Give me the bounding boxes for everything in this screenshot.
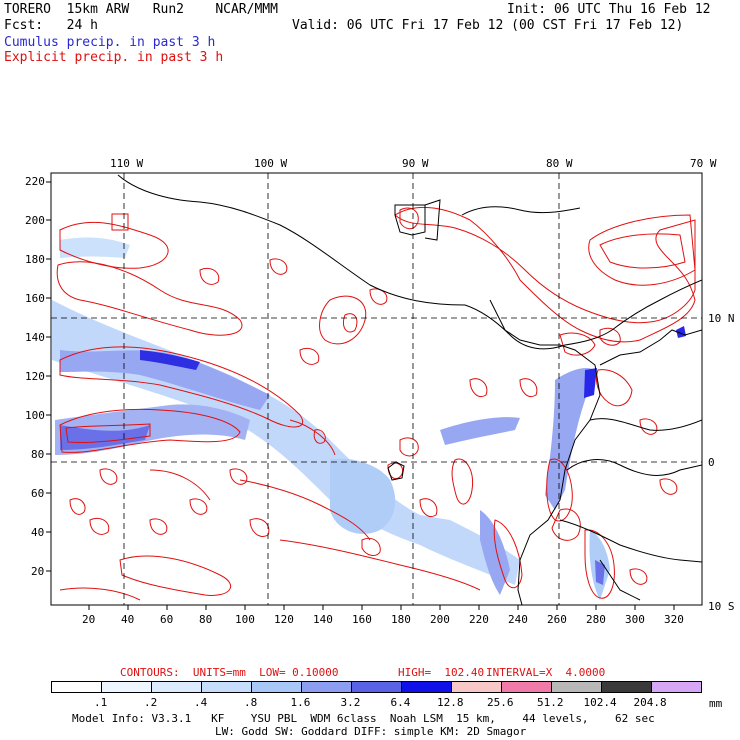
map-frame bbox=[50, 172, 703, 606]
legend-swatch bbox=[151, 681, 202, 693]
lat-label-10s: 10 S bbox=[708, 600, 735, 613]
lon-label-90w: 90 W bbox=[402, 157, 429, 170]
legend-swatch bbox=[551, 681, 602, 693]
x-tick-label: 180 bbox=[391, 613, 411, 626]
y-tick-label: 40 bbox=[31, 526, 45, 539]
legend-label: .4 bbox=[194, 696, 208, 709]
legend-label: 1.6 bbox=[290, 696, 311, 709]
tick-marks bbox=[46, 181, 675, 610]
legend-label: .8 bbox=[244, 696, 258, 709]
title-line-1: TORERO 15km ARW Run2 NCAR/MMM bbox=[4, 2, 278, 17]
legend-label: 12.8 bbox=[437, 696, 464, 709]
y-tick-label: 20 bbox=[31, 565, 45, 578]
x-tick-label: 220 bbox=[469, 613, 489, 626]
explicit-label: Explicit precip. in past 3 h bbox=[4, 50, 224, 65]
y-tick-label: 100 bbox=[25, 409, 45, 422]
y-tick-label: 180 bbox=[25, 253, 45, 266]
lon-label-70w: 70 W bbox=[690, 157, 717, 170]
y-tick-label: 60 bbox=[31, 487, 45, 500]
x-tick-label: 60 bbox=[160, 613, 174, 626]
cumulus-precip-shading bbox=[52, 237, 686, 600]
y-tick-label: 220 bbox=[25, 175, 45, 188]
legend-swatch bbox=[301, 681, 352, 693]
lat-label-10n: 10 N bbox=[708, 312, 735, 325]
legend-swatch bbox=[251, 681, 302, 693]
x-tick-label: 20 bbox=[82, 613, 96, 626]
legend-label: 204.8 bbox=[633, 696, 667, 709]
legend-label: 6.4 bbox=[390, 696, 411, 709]
legend-swatch bbox=[351, 681, 402, 693]
contour-info: CONTOURS: UNITS=mm LOW= 0.10000 bbox=[120, 666, 339, 679]
cumulus-label: Cumulus precip. in past 3 h bbox=[4, 35, 216, 50]
y-tick-label: 160 bbox=[25, 292, 45, 305]
contour-high: HIGH= 102.40 bbox=[398, 666, 485, 679]
legend-swatch bbox=[601, 681, 652, 693]
contour-interval: INTERVAL=X 4.0000 bbox=[486, 666, 606, 679]
lon-label-80w: 80 W bbox=[546, 157, 573, 170]
lat-lon-grid bbox=[51, 173, 702, 605]
x-tick-label: 100 bbox=[235, 613, 255, 626]
legend-swatch bbox=[101, 681, 152, 693]
x-tick-label: 140 bbox=[313, 613, 333, 626]
x-tick-label: 120 bbox=[274, 613, 294, 626]
footer-physics: LW: Godd SW: Goddard DIFF: simple KM: 2D… bbox=[215, 725, 527, 738]
x-tick-label: 240 bbox=[508, 613, 528, 626]
legend-label: 102.4 bbox=[583, 696, 617, 709]
lon-label-110w: 110 W bbox=[110, 157, 144, 170]
legend-label: .2 bbox=[144, 696, 158, 709]
x-tick-label: 200 bbox=[430, 613, 450, 626]
x-tick-label: 300 bbox=[625, 613, 645, 626]
legend-swatch bbox=[51, 681, 102, 693]
forecast-hour: Fcst: 24 h bbox=[4, 18, 98, 33]
legend-swatch bbox=[401, 681, 452, 693]
legend-swatch bbox=[201, 681, 252, 693]
legend-swatch bbox=[651, 681, 702, 693]
footer-model-info: Model Info: V3.3.1 KF YSU PBL WDM 6class… bbox=[72, 712, 655, 725]
x-tick-label: 160 bbox=[352, 613, 372, 626]
explicit-precip-contours bbox=[56, 206, 696, 601]
lat-label-0: 0 bbox=[708, 456, 715, 469]
valid-time: Valid: 06 UTC Fri 17 Feb 12 (00 CST Fri … bbox=[292, 18, 684, 33]
x-tick-label: 320 bbox=[664, 613, 684, 626]
legend-swatch bbox=[451, 681, 502, 693]
x-tick-label: 40 bbox=[121, 613, 135, 626]
x-tick-label: 260 bbox=[547, 613, 567, 626]
y-tick-label: 80 bbox=[31, 448, 45, 461]
legend-label: .1 bbox=[94, 696, 108, 709]
y-tick-label: 140 bbox=[25, 331, 45, 344]
init-time: Init: 06 UTC Thu 16 Feb 12 bbox=[507, 2, 711, 17]
legend-label: 25.6 bbox=[487, 696, 514, 709]
legend-label: 3.2 bbox=[340, 696, 361, 709]
legend-swatch bbox=[501, 681, 552, 693]
x-tick-label: 280 bbox=[586, 613, 606, 626]
y-tick-label: 120 bbox=[25, 370, 45, 383]
legend-label: 51.2 bbox=[537, 696, 564, 709]
x-tick-label: 80 bbox=[199, 613, 213, 626]
legend-unit: mm bbox=[709, 697, 723, 710]
coastlines bbox=[117, 174, 702, 605]
lon-label-100w: 100 W bbox=[254, 157, 288, 170]
y-tick-label: 200 bbox=[25, 214, 45, 227]
